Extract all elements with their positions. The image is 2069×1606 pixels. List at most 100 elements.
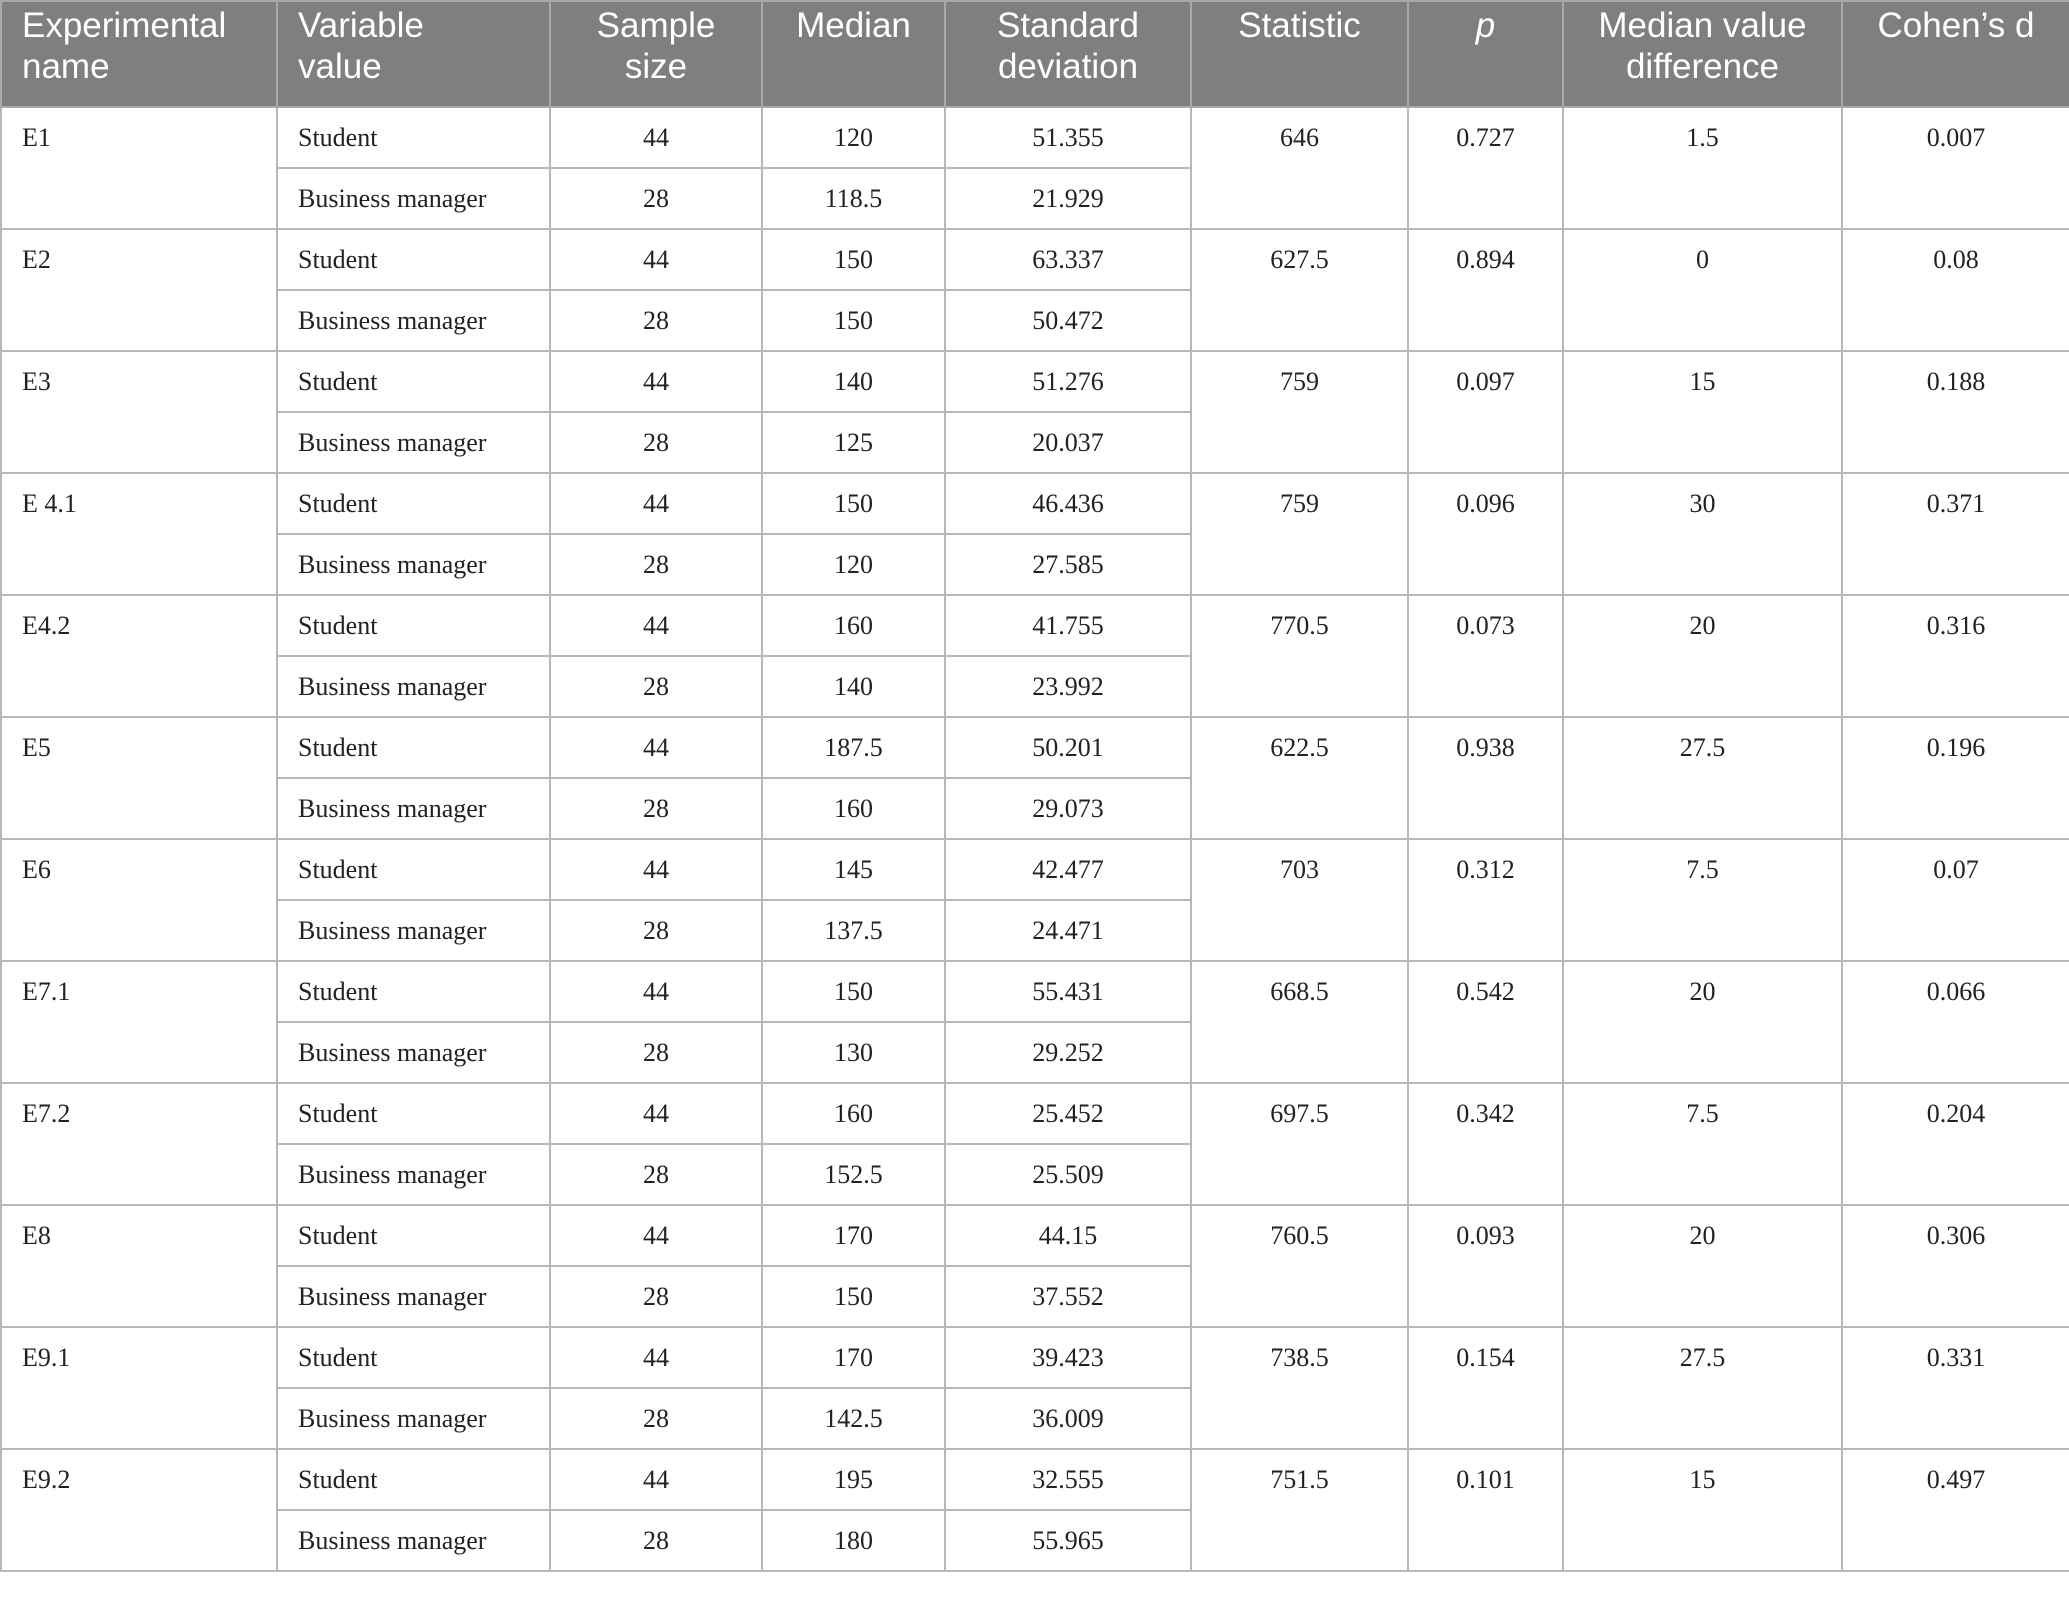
variable-value-cell: Student	[276, 472, 551, 535]
p-value-cell: 0.096	[1407, 472, 1564, 596]
table-row: E8 Student 44 170 44.15 760.5 0.093 20 0.306	[0, 1204, 2069, 1328]
median-cell: 160	[761, 594, 946, 657]
median-cell: 170	[761, 1326, 946, 1389]
standard-deviation-cell: 25.509	[944, 1143, 1192, 1206]
cohens-d-cell: 0.306	[1841, 1204, 2069, 1328]
variable-value-cell: Student	[276, 716, 551, 779]
header-sample-size: Sample size	[549, 0, 763, 108]
header-variable-value: Variable value	[276, 0, 551, 108]
cohens-d-cell: 0.007	[1841, 106, 2069, 230]
table-header: Experimental name Variable value Sample siz…	[0, 0, 2069, 108]
table-row: Business manager 28 137.5 24.471	[1, 899, 2069, 962]
variable-value-cell: Student	[276, 1082, 551, 1145]
header-standard-deviation: Standard deviation	[944, 0, 1192, 108]
table-row: E9.2 Student 44 195 32.555 751.5 0.101 15 0.497	[0, 1448, 2069, 1572]
standard-deviation-cell: 37.552	[944, 1265, 1192, 1328]
p-value-cell: 0.101	[1407, 1448, 1564, 1572]
experiment-name-cell: E8	[0, 1204, 278, 1328]
variable-value-cell: Student	[276, 350, 551, 413]
median-cell: 120	[761, 533, 946, 596]
variable-value-cell: Business manager	[276, 1021, 551, 1084]
standard-deviation-cell: 63.337	[944, 228, 1192, 291]
table-body: E1 Student 44 120 51.355 646 0.727 1.5 0.007 Busi…	[0, 106, 2069, 1572]
median-cell: 160	[761, 1082, 946, 1145]
variable-value-cell: Business manager	[276, 289, 551, 352]
median-difference-cell: 20	[1562, 594, 1843, 718]
statistic-cell: 668.5	[1190, 960, 1409, 1084]
sample-size-cell: 44	[549, 350, 763, 413]
variable-value-cell: Business manager	[276, 533, 551, 596]
table-row: Business manager 28 160 29.073	[1, 777, 2069, 840]
variable-value-cell: Student	[276, 1448, 551, 1511]
table-row: Business manager 28 125 20.037	[1, 411, 2069, 474]
median-difference-cell: 1.5	[1562, 106, 1843, 230]
cohens-d-cell: 0.188	[1841, 350, 2069, 474]
header-statistic: Statistic	[1190, 0, 1409, 108]
table-row: E7.2 Student 44 160 25.452 697.5 0.342 7.5 0.204	[0, 1082, 2069, 1206]
experiment-name-cell: E7.1	[0, 960, 278, 1084]
statistic-cell: 770.5	[1190, 594, 1409, 718]
median-difference-cell: 7.5	[1562, 838, 1843, 962]
table-row: E6 Student 44 145 42.477 703 0.312 7.5 0.07	[0, 838, 2069, 962]
variable-value-cell: Student	[276, 960, 551, 1023]
sample-size-cell: 44	[549, 716, 763, 779]
median-cell: 150	[761, 289, 946, 352]
p-value-cell: 0.093	[1407, 1204, 1564, 1328]
median-cell: 150	[761, 960, 946, 1023]
p-value-cell: 0.154	[1407, 1326, 1564, 1450]
sample-size-cell: 44	[549, 1326, 763, 1389]
standard-deviation-cell: 44.15	[944, 1204, 1192, 1267]
table-row: E1 Student 44 120 51.355 646 0.727 1.5 0.007	[0, 106, 2069, 230]
statistic-cell: 627.5	[1190, 228, 1409, 352]
variable-value-cell: Business manager	[276, 1387, 551, 1450]
statistic-cell: 697.5	[1190, 1082, 1409, 1206]
table-row: Business manager 28 130 29.252	[1, 1021, 2069, 1084]
statistic-cell: 703	[1190, 838, 1409, 962]
median-cell: 150	[761, 228, 946, 291]
median-cell: 120	[761, 106, 946, 169]
sample-size-cell: 28	[549, 1021, 763, 1084]
experiment-name-cell: E 4.1	[0, 472, 278, 596]
standard-deviation-cell: 29.073	[944, 777, 1192, 840]
p-value-cell: 0.542	[1407, 960, 1564, 1084]
median-cell: 145	[761, 838, 946, 901]
table-row: E2 Student 44 150 63.337 627.5 0.894 0 0.08	[0, 228, 2069, 352]
standard-deviation-cell: 55.431	[944, 960, 1192, 1023]
median-cell: 142.5	[761, 1387, 946, 1450]
variable-value-cell: Student	[276, 1204, 551, 1267]
sample-size-cell: 28	[549, 777, 763, 840]
sample-size-cell: 44	[549, 960, 763, 1023]
median-difference-cell: 7.5	[1562, 1082, 1843, 1206]
p-value-cell: 0.073	[1407, 594, 1564, 718]
median-cell: 180	[761, 1509, 946, 1572]
table-row: E 4.1 Student 44 150 46.436 759 0.096 30 0.371	[0, 472, 2069, 596]
statistic-cell: 759	[1190, 472, 1409, 596]
cohens-d-cell: 0.066	[1841, 960, 2069, 1084]
variable-value-cell: Student	[276, 838, 551, 901]
cohens-d-cell: 0.316	[1841, 594, 2069, 718]
header-median-value-difference: Median value difference	[1562, 0, 1843, 108]
variable-value-cell: Student	[276, 594, 551, 657]
variable-value-cell: Business manager	[276, 655, 551, 718]
statistic-cell: 738.5	[1190, 1326, 1409, 1450]
standard-deviation-cell: 25.452	[944, 1082, 1192, 1145]
median-difference-cell: 27.5	[1562, 716, 1843, 840]
table-row: Business manager 28 180 55.965	[1, 1509, 2069, 1572]
standard-deviation-cell: 42.477	[944, 838, 1192, 901]
sample-size-cell: 44	[549, 1082, 763, 1145]
sample-size-cell: 28	[549, 1387, 763, 1450]
standard-deviation-cell: 36.009	[944, 1387, 1192, 1450]
median-difference-cell: 15	[1562, 350, 1843, 474]
sample-size-cell: 28	[549, 533, 763, 596]
table-row: Business manager 28 120 27.585	[1, 533, 2069, 596]
cohens-d-cell: 0.331	[1841, 1326, 2069, 1450]
median-cell: 118.5	[761, 167, 946, 230]
cohens-d-cell: 0.07	[1841, 838, 2069, 962]
cohens-d-cell: 0.08	[1841, 228, 2069, 352]
statistic-cell: 751.5	[1190, 1448, 1409, 1572]
experiment-name-cell: E3	[0, 350, 278, 474]
median-difference-cell: 20	[1562, 1204, 1843, 1328]
experiment-name-cell: E6	[0, 838, 278, 962]
variable-value-cell: Business manager	[276, 777, 551, 840]
statistic-cell: 646	[1190, 106, 1409, 230]
